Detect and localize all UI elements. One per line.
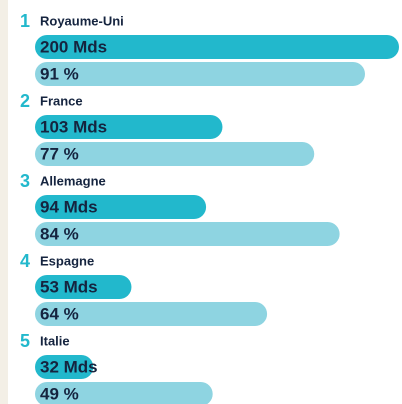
rank: 5 (20, 331, 30, 351)
value-label: 94 Mds (40, 197, 98, 216)
category-label: Allemagne (40, 173, 106, 188)
category-label: France (40, 93, 83, 108)
bar (35, 222, 340, 246)
bar (35, 115, 223, 139)
bar (35, 62, 365, 86)
bar (35, 35, 399, 59)
category-label: Royaume-Uni (40, 13, 124, 28)
category-label: Italie (40, 333, 70, 348)
bar (35, 355, 94, 379)
bar (35, 142, 315, 166)
value-label: 91 % (40, 64, 79, 83)
value-label: 53 Mds (40, 277, 98, 296)
value-label: 32 Mds (40, 357, 98, 376)
rank: 1 (20, 11, 30, 31)
value-label: 103 Mds (40, 117, 107, 136)
value-label: 49 % (40, 384, 79, 403)
category-label: Espagne (40, 253, 94, 268)
bar (35, 382, 213, 404)
rank: 3 (20, 171, 30, 191)
value-label: 64 % (40, 304, 79, 323)
value-label: 84 % (40, 224, 79, 243)
rank: 2 (20, 91, 30, 111)
value-label: 77 % (40, 144, 79, 163)
bar (35, 302, 268, 326)
bar (35, 195, 207, 219)
value-label: 200 Mds (40, 37, 107, 56)
side-strip (0, 0, 8, 404)
rank: 4 (20, 251, 30, 271)
bar (35, 275, 132, 299)
